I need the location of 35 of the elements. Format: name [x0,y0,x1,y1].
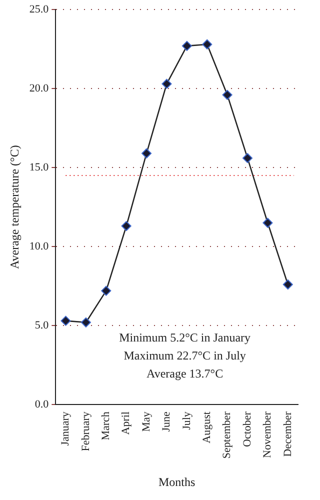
x-tick-label: November [262,411,274,458]
y-tick-label: 15.0 [29,161,50,174]
x-tick-label: October [241,411,254,447]
y-tick-label: 0.0 [34,398,50,410]
x-tick-label: March [100,411,112,440]
point [222,90,232,100]
y-tick-label: 25.0 [29,3,50,16]
point [282,279,293,290]
point [262,218,273,228]
point [121,221,132,232]
x-tick-label: April [120,412,132,435]
point [202,39,212,50]
x-tick-label: September [221,411,234,459]
point [242,153,253,164]
annotation: Maximum 22.7°C in July [124,348,246,362]
y-tick-label: 20.0 [29,82,50,94]
point [60,316,71,326]
y-tick-label: 5.0 [34,319,50,332]
x-tick-label: January [60,411,72,446]
point [142,148,152,158]
x-tick-label: June [160,411,173,432]
x-tick-label: May [140,411,152,432]
point [80,317,91,328]
x-tick-label: August [201,412,214,444]
point [162,78,172,89]
annotation: Average 13.7°C [146,366,224,380]
x-tick-label: February [80,411,92,452]
x-tick-label: July [180,411,193,430]
y-axis-title: Average temperature (°C) [7,145,22,269]
x-axis-title: Months [158,474,196,489]
y-tick-label: 10.0 [29,240,50,252]
annotation: Minimum 5.2°C in January [119,330,251,344]
point [182,40,192,51]
point [101,286,112,296]
x-tick-label: December [282,411,294,457]
